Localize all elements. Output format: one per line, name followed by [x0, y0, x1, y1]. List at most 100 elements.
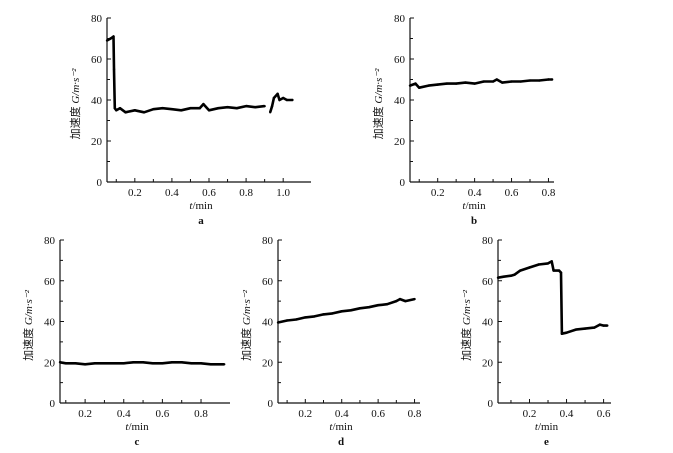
x-axis-unit: /min — [465, 200, 486, 212]
data-point — [367, 306, 371, 309]
panel-c: 0 20 40 60 80 0.2 0.4 0.6 0.8 t/min 加速度 G/m·s⁻² c — [21, 235, 230, 448]
data-point — [519, 80, 522, 83]
x-axis-variable: t — [329, 421, 333, 433]
data-point — [547, 78, 550, 81]
data-point — [58, 361, 62, 364]
panel-d: 0 20 40 60 80 0.2 0.4 0.6 0.8 t/min 加速度 G/m·s⁻² d — [239, 235, 422, 448]
y-tick-label: 80 — [91, 13, 103, 25]
x-axis-variable: t — [125, 421, 129, 433]
data-point — [418, 86, 421, 89]
y-tick-label: 60 — [482, 276, 494, 288]
x-tick-label: 1.0 — [276, 187, 290, 199]
data-point — [445, 82, 449, 85]
data-point — [528, 266, 531, 269]
y-tick-label: 60 — [262, 276, 274, 288]
data-point — [291, 98, 294, 102]
data-point — [270, 104, 274, 108]
data-point — [502, 275, 505, 278]
data-point — [285, 98, 289, 102]
data-point — [254, 105, 257, 109]
y-tick-label: 80 — [394, 13, 406, 25]
data-point — [491, 80, 495, 83]
x-axis-unit: /min — [128, 421, 149, 433]
data-point — [464, 81, 467, 84]
x-tick-label: 0.2 — [128, 187, 142, 199]
data-point — [161, 107, 164, 110]
y-tick-label: 40 — [394, 95, 406, 107]
data-point — [132, 361, 135, 364]
y-tick-label: 0 — [400, 177, 406, 189]
panel-label: a — [198, 215, 204, 227]
x-axis-unit: /min — [192, 200, 213, 212]
x-tick-label: 0.4 — [165, 187, 179, 199]
y-tick-label: 60 — [394, 54, 406, 66]
data-point — [538, 79, 541, 82]
data-point — [235, 107, 239, 110]
data-point — [113, 107, 116, 110]
y-axis-label-unit: G/m·s⁻² — [70, 68, 82, 104]
data-point — [436, 83, 439, 86]
y-tick-label: 0 — [488, 398, 494, 410]
data-point — [413, 297, 416, 301]
data-point — [190, 362, 193, 365]
data-point — [537, 263, 540, 266]
y-tick-label: 60 — [44, 276, 56, 288]
x-tick-label: 0.2 — [298, 408, 312, 420]
data-point — [207, 109, 211, 112]
data-point — [593, 326, 596, 329]
data-point — [142, 111, 146, 114]
panel-a: 0 20 40 60 80 0.2 0.4 0.6 0.8 1.0 t/min 加速度 G/m·s⁻²… — [68, 13, 311, 227]
y-tick-label: 60 — [91, 54, 103, 66]
x-tick-label: 0.4 — [560, 408, 574, 420]
x-tick-label: 0.8 — [239, 187, 253, 199]
data-point — [93, 362, 96, 365]
data-point — [217, 107, 220, 110]
data-point — [285, 319, 289, 322]
x-tick-label: 0.2 — [431, 187, 445, 199]
y-axis-label-cn: 加速度 — [21, 325, 35, 361]
data-point — [269, 111, 272, 114]
data-point — [64, 362, 67, 365]
y-axis-label-unit: G/m·s⁻² — [23, 289, 35, 325]
x-tick-label: 0.6 — [202, 187, 216, 199]
y-tick-label: 20 — [91, 136, 103, 148]
data-point — [550, 260, 553, 263]
data-point — [179, 109, 183, 112]
data-point — [202, 102, 205, 106]
data-point — [304, 316, 307, 319]
y-tick-label: 80 — [262, 235, 274, 247]
data-point — [278, 98, 281, 102]
data-point — [557, 269, 561, 272]
data-point — [398, 297, 402, 301]
data-point — [546, 262, 550, 265]
data-point — [115, 109, 118, 112]
data-point — [199, 362, 203, 365]
series-line — [106, 35, 265, 114]
data-point — [501, 81, 504, 84]
y-tick-label: 40 — [482, 317, 494, 329]
data-point — [105, 39, 109, 42]
y-tick-label: 40 — [44, 317, 56, 329]
data-point — [276, 92, 279, 96]
data-point — [170, 108, 174, 111]
data-point — [340, 310, 343, 313]
data-point — [386, 302, 389, 306]
x-axis-unit: /min — [332, 421, 353, 433]
series-line — [277, 297, 415, 324]
x-tick-label: 0.6 — [371, 408, 385, 420]
data-point — [189, 107, 192, 110]
x-axis-label: t/min — [535, 421, 559, 433]
data-point — [473, 82, 476, 85]
x-axis-variable: t — [462, 200, 466, 212]
y-tick-label: 20 — [44, 357, 56, 369]
data-point — [513, 273, 516, 276]
data-point — [583, 327, 587, 330]
y-tick-label: 0 — [50, 398, 56, 410]
y-tick-label: 20 — [394, 136, 406, 148]
data-point — [152, 108, 155, 111]
data-point — [122, 362, 125, 365]
data-point — [276, 321, 280, 324]
y-tick-label: 40 — [91, 95, 103, 107]
x-axis-label: t/min — [329, 421, 353, 433]
